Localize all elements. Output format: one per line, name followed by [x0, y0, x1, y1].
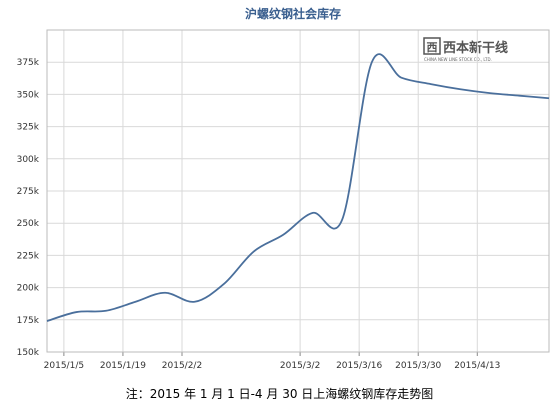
x-tick-label: 2015/3/30: [395, 361, 441, 371]
logo-subtext: CHINA NEW LINE STOCK CO., LTD.: [424, 57, 492, 62]
y-tick-label: 150k: [17, 348, 40, 358]
y-tick-label: 350k: [17, 90, 40, 100]
y-axis: 150k 175k 200k 225k 250k 275k 300k 325k 350k 375k: [17, 58, 40, 358]
series-line: [46, 53, 550, 322]
logo: 西 西本新干线 CHINA NEW LINE STOCK CO., LTD.: [423, 37, 508, 62]
y-tick-label: 175k: [17, 316, 40, 326]
caption: 注：2015 年 1 月 1 日-4 月 30 日上海螺纹钢库存走势图: [125, 387, 434, 401]
x-tick-label: 2015/3/2: [280, 361, 320, 371]
x-tick-label: 2015/1/5: [44, 361, 84, 371]
plot-frame: [46, 29, 550, 353]
x-tick-label: 2015/1/19: [100, 361, 146, 371]
y-tick-label: 300k: [17, 155, 40, 165]
chart-title: 沪螺纹钢社会库存: [245, 6, 341, 21]
x-tick-label: 2015/4/13: [454, 361, 500, 371]
y-tick-label: 375k: [17, 58, 40, 68]
x-tick-label: 2015/3/16: [336, 361, 382, 371]
y-tick-label: 250k: [17, 219, 40, 229]
x-tick-label: 2015/2/2: [162, 361, 202, 371]
x-axis: 2015/1/5 2015/1/19 2015/2/2 2015/3/2 2015/3/…: [44, 352, 500, 371]
y-tick-label: 225k: [17, 251, 40, 261]
y-tick-label: 200k: [17, 284, 40, 294]
y-tick-label: 275k: [17, 187, 40, 197]
logo-text: 西本新干线: [443, 40, 508, 56]
grid: [47, 30, 549, 353]
y-tick-label: 325k: [17, 123, 40, 133]
plot-area-border: [46, 29, 550, 353]
series: [46, 53, 550, 322]
svg-text:西: 西: [427, 41, 438, 54]
